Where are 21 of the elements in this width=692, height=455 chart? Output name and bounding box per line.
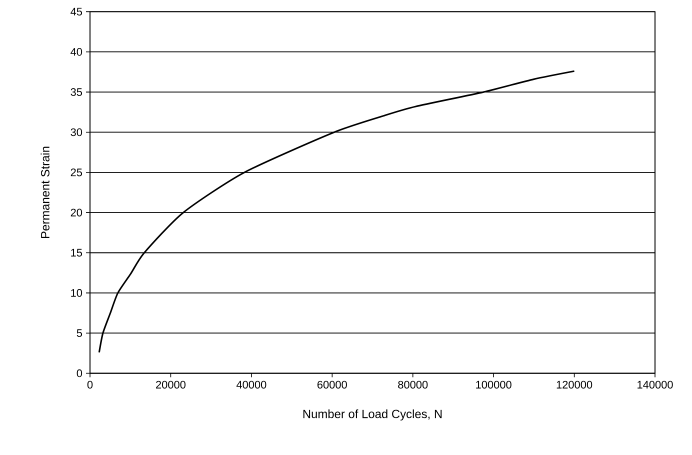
y-tick-label: 10 [71, 289, 82, 297]
y-tick-label: 20 [70, 208, 82, 216]
x-tick-label: 0 [87, 380, 93, 389]
y-axis-title: Permanent Strain [40, 146, 50, 238]
y-tick-label: 5 [76, 329, 82, 337]
x-tick-label: 100000 [476, 380, 512, 389]
y-tick-label: 15 [71, 248, 82, 257]
x-tick-label: 20000 [156, 380, 186, 389]
x-tick-label: 80000 [398, 380, 428, 389]
line-series [98, 70, 576, 354]
y-tick-label: 0 [76, 369, 82, 378]
x-axis-title: Number of Load Cycles, N [303, 409, 442, 421]
y-tick-label: 40 [70, 48, 82, 56]
x-tick-label: 40000 [236, 380, 266, 389]
y-tick-label: 25 [70, 168, 82, 176]
x-tick-label: 140000 [638, 380, 673, 389]
y-tick-label: 30 [70, 128, 82, 136]
y-tick-label: 35 [70, 88, 82, 96]
x-tick-label: 60000 [317, 380, 347, 389]
y-tick-label: 45 [70, 8, 82, 16]
x-tick-label: 120000 [556, 380, 592, 389]
